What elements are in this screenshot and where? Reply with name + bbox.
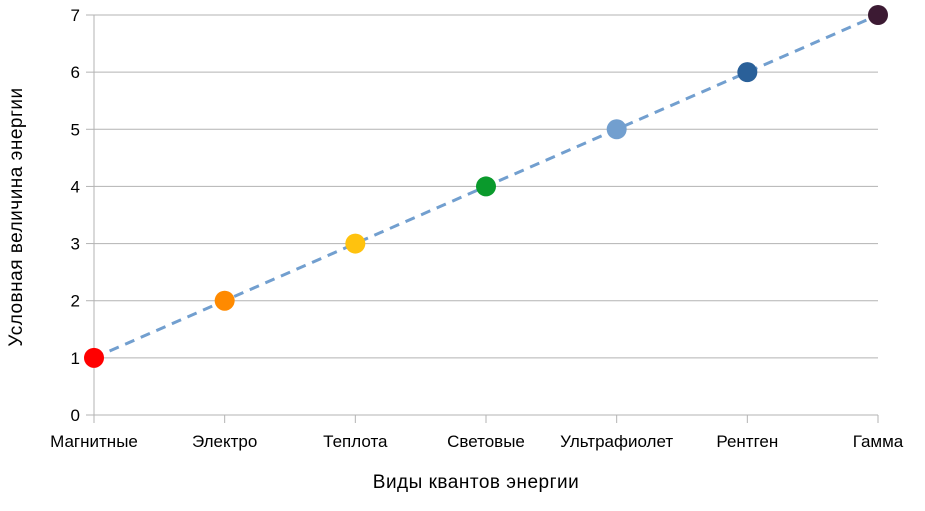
y-tick-label: 0 (71, 406, 80, 425)
y-tick-label: 6 (71, 63, 80, 82)
axes (93, 15, 879, 423)
x-tick-label: Электро (192, 432, 257, 451)
data-point (476, 176, 496, 197)
data-point (606, 119, 627, 140)
data-point (84, 347, 104, 368)
x-tick-label: Магнитные (50, 432, 138, 451)
data-point (868, 5, 888, 25)
x-tick-label: Теплота (323, 432, 388, 451)
x-tick-label: Ультрафиолет (560, 432, 673, 451)
x-tick-label: Гамма (853, 432, 904, 451)
x-tick-label: Световые (447, 432, 525, 451)
x-axis-title: Виды квантов энергии (373, 472, 579, 493)
data-points (84, 5, 888, 368)
y-tick-label: 7 (71, 6, 80, 25)
y-tick-labels: 0 1 2 3 4 5 6 7 (71, 6, 80, 425)
x-tick-label: Рентген (716, 432, 778, 451)
y-tick-label: 3 (71, 235, 80, 254)
y-axis-title: Условная величина энергии (6, 87, 27, 346)
y-tick-label: 4 (71, 177, 80, 196)
data-point (345, 233, 366, 254)
data-point (214, 290, 235, 311)
y-tick-label: 1 (71, 349, 80, 368)
y-gridlines (86, 14, 878, 416)
y-tick-label: 5 (71, 120, 80, 139)
x-tick-labels: Магнитные Электро Теплота Световые Ультрафио… (50, 432, 904, 451)
data-point (737, 62, 758, 83)
y-tick-label: 2 (71, 292, 80, 311)
